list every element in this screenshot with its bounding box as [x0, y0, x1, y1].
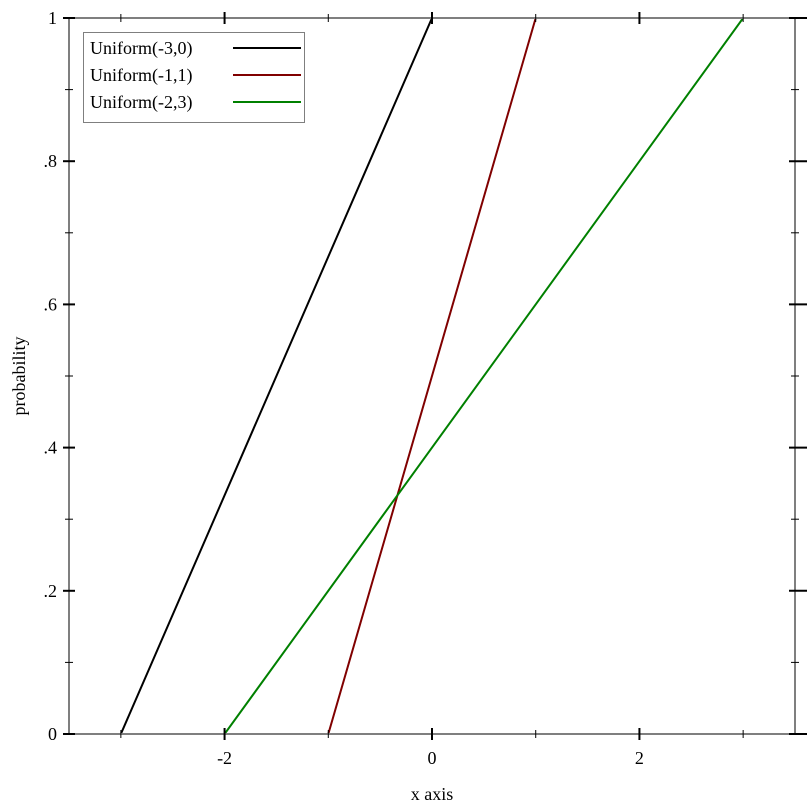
y-tick-label: 0 [48, 724, 57, 744]
legend-label: Uniform(-2,3) [90, 92, 192, 113]
y-tick-label: .2 [44, 581, 58, 601]
legend-label: Uniform(-1,1) [90, 65, 192, 86]
series-line [69, 17, 795, 735]
series-layer [69, 17, 795, 735]
y-axis-label: probability [9, 337, 29, 416]
y-tick-label: .4 [44, 438, 58, 458]
x-tick-label: 0 [428, 748, 437, 768]
legend: Uniform(-3,0) Uniform(-1,1) Uniform(-2,3) [83, 32, 305, 123]
axes-layer: -2 0 2 0 .2 .4 .6 .8 1 [44, 8, 807, 768]
y-tick-label: 1 [48, 8, 57, 28]
y-tick-label: .8 [44, 151, 58, 171]
x-axis-label: x axis [411, 784, 454, 804]
x-tick-label: 2 [635, 748, 644, 768]
y-tick-label: .6 [44, 294, 58, 314]
x-tick-label: -2 [217, 748, 232, 768]
legend-label: Uniform(-3,0) [90, 38, 192, 59]
